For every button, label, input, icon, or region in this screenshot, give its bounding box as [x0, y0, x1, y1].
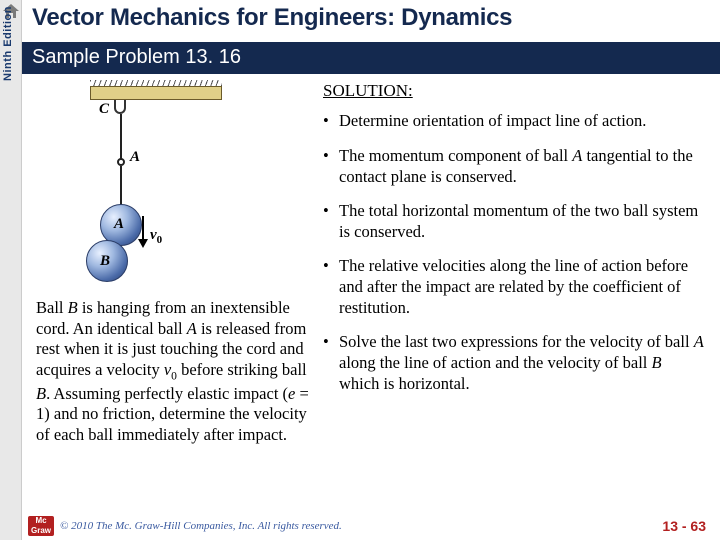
velocity-label: v0: [150, 226, 162, 248]
spine-bar: Ninth Edition: [0, 0, 22, 540]
bullet-text: Determine orientation of impact line of …: [339, 111, 706, 132]
copyright-text: © 2010 The Mc. Graw-Hill Companies, Inc.…: [60, 520, 342, 532]
slide-header: Vector Mechanics for Engineers: Dynamics…: [22, 0, 720, 74]
page-number: 13 - 63: [662, 518, 706, 534]
bullet-text: The total horizontal momentum of the two…: [339, 201, 706, 242]
right-column: SOLUTION: • Determine orientation of imp…: [317, 74, 720, 512]
point-a-pin-label: A: [130, 148, 140, 167]
bullet-icon: •: [323, 146, 339, 187]
title-bar: Vector Mechanics for Engineers: Dynamics: [22, 0, 720, 42]
edition-label: Ninth Edition: [2, 6, 14, 81]
solution-bullet: • The relative velocities along the line…: [323, 256, 706, 318]
ball-b-label: B: [100, 252, 110, 271]
problem-figure: C A A B v0: [66, 80, 246, 290]
ceiling-beam: [90, 86, 222, 100]
publisher-logo: Mc Graw: [28, 516, 54, 536]
content-area: C A A B v0 Ball B is hanging from an ine…: [22, 74, 720, 512]
hook-icon: [114, 100, 126, 114]
ball-a-label: A: [114, 215, 124, 234]
velocity-arrow-icon: [142, 216, 144, 246]
solution-bullet: • Determine orientation of impact line o…: [323, 111, 706, 132]
book-title: Vector Mechanics for Engineers: Dynamics: [32, 4, 710, 32]
v0-sub: 0: [157, 234, 163, 246]
solution-bullet: • Solve the last two expressions for the…: [323, 332, 706, 394]
problem-number: Sample Problem 13. 16: [32, 46, 710, 69]
pin-a: [117, 158, 125, 166]
bullet-icon: •: [323, 201, 339, 242]
bullet-icon: •: [323, 111, 339, 132]
solution-bullet: • The total horizontal momentum of the t…: [323, 201, 706, 242]
solution-heading: SOLUTION:: [323, 80, 706, 101]
logo-line2: Graw: [31, 526, 51, 535]
bullet-icon: •: [323, 332, 339, 394]
bullet-text: The relative velocities along the line o…: [339, 256, 706, 318]
bullet-text: Solve the last two expressions for the v…: [339, 332, 706, 394]
logo-line1: Mc: [35, 516, 46, 525]
bullet-text: The momentum component of ball A tangent…: [339, 146, 706, 187]
left-column: C A A B v0 Ball B is hanging from an ine…: [22, 74, 317, 512]
slide-footer: Mc Graw © 2010 The Mc. Graw-Hill Compani…: [22, 512, 720, 540]
point-c-label: C: [99, 100, 109, 119]
v0-base: v: [150, 227, 157, 243]
problem-statement: Ball B is hanging from an inextensible c…: [36, 298, 309, 445]
bullet-icon: •: [323, 256, 339, 318]
subtitle-bar: Sample Problem 13. 16: [22, 42, 720, 74]
cord-upper: [120, 114, 122, 160]
solution-bullet: • The momentum component of ball A tange…: [323, 146, 706, 187]
